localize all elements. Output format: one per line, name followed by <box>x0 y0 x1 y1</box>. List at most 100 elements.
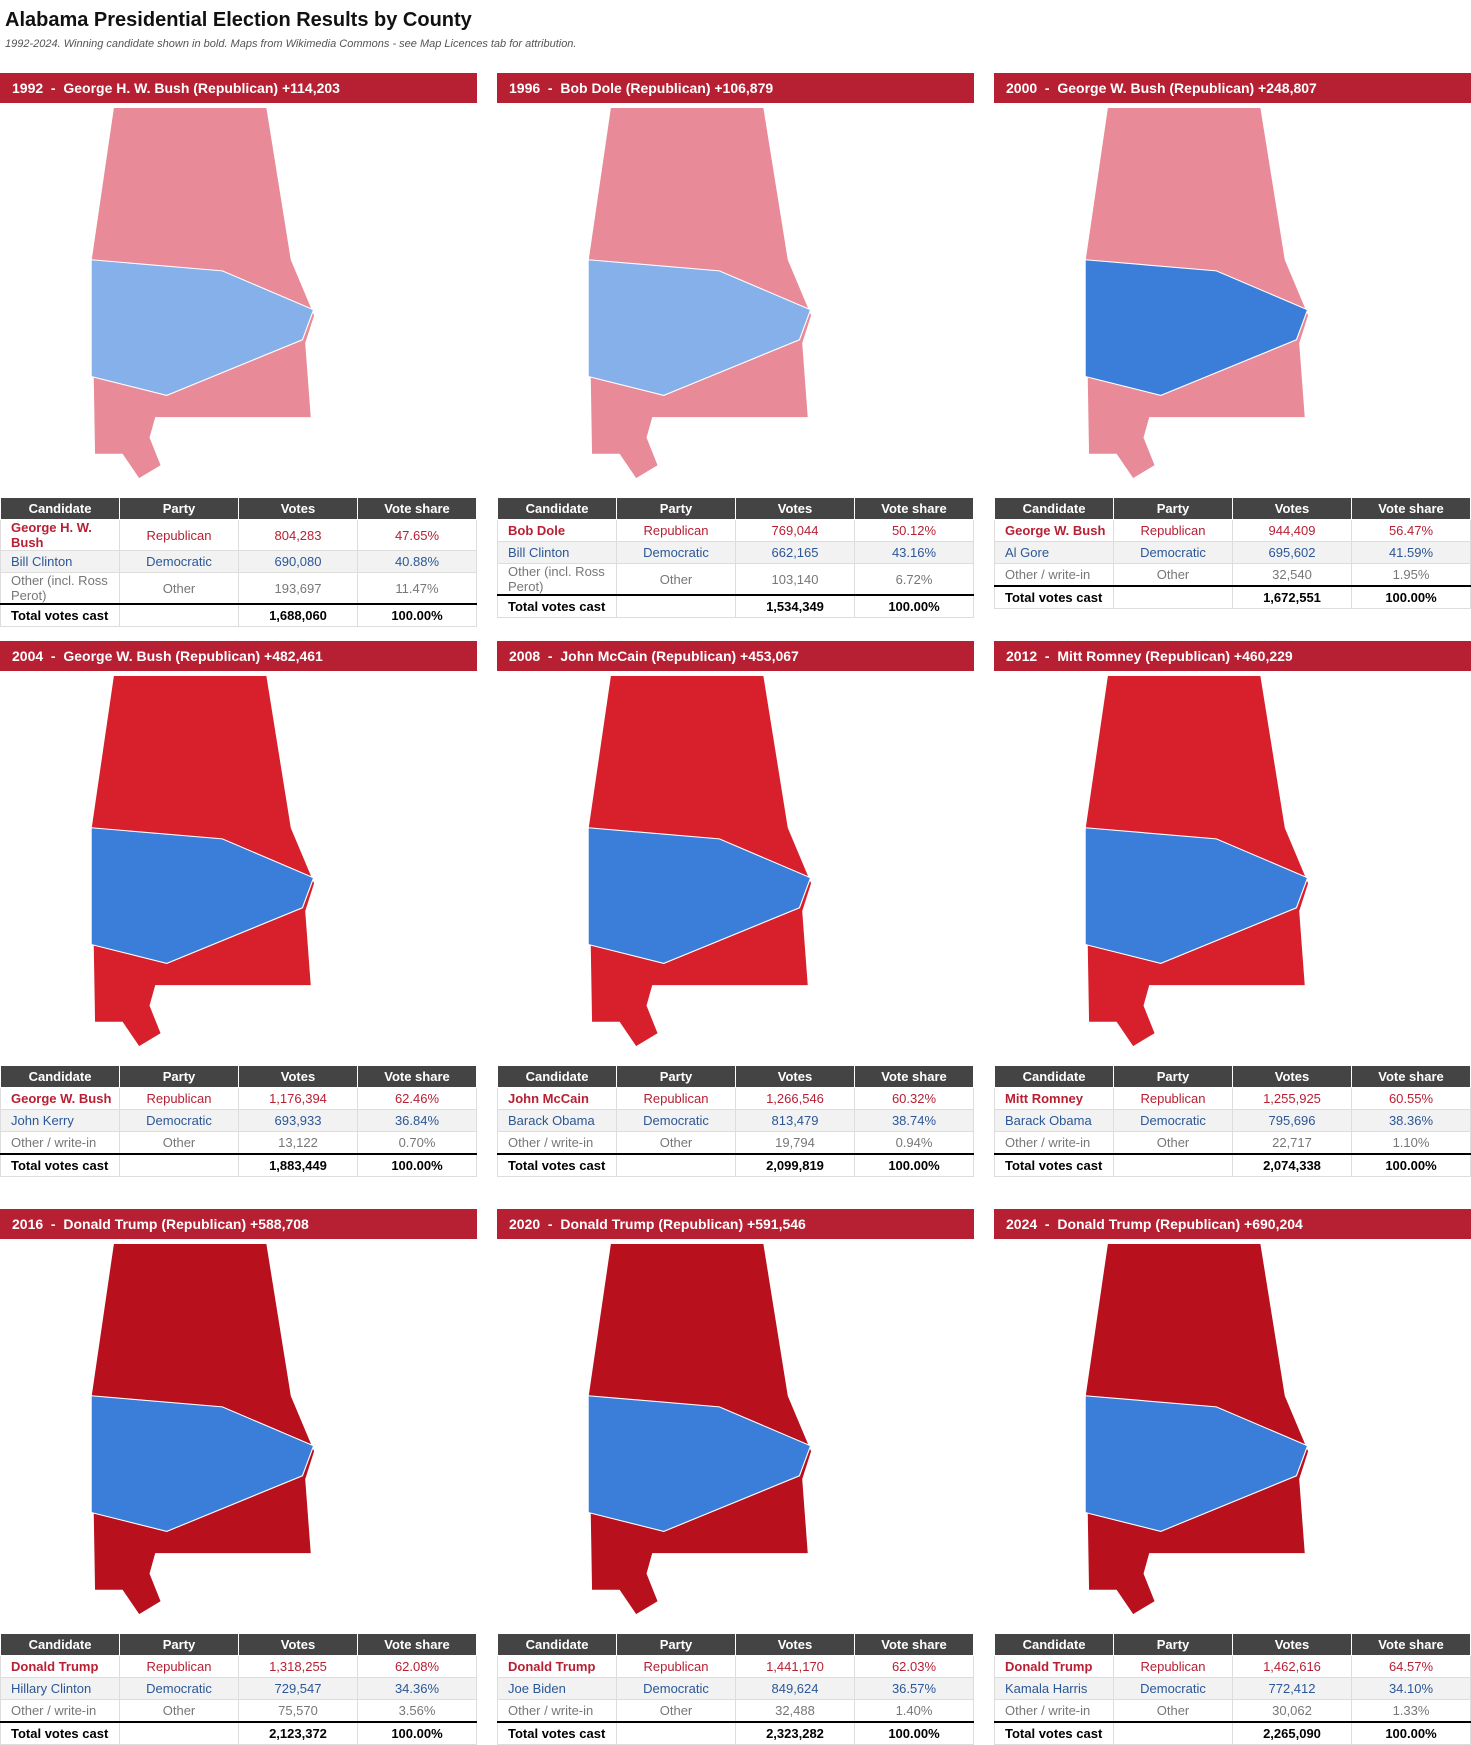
cell: Kamala Harris <box>994 1677 1114 1700</box>
cell: 43.16% <box>854 541 974 564</box>
column-header: Party <box>616 497 736 520</box>
cell: Total votes cast <box>994 1153 1114 1177</box>
column-header: Vote share <box>854 1065 974 1088</box>
candidate-row: Bill Clinton Democratic 662,165 43.16% <box>497 541 974 564</box>
column-header: Candidate <box>0 1065 120 1088</box>
cell: Other (incl. Ross Perot) <box>0 572 120 605</box>
blue-counties <box>90 259 315 396</box>
county-map <box>587 674 813 1048</box>
cell: 100.00% <box>854 1153 974 1177</box>
cell: 13,122 <box>238 1131 358 1155</box>
cell: Other / write-in <box>497 1131 617 1155</box>
column-header: Party <box>119 1633 239 1656</box>
cell: 1,462,616 <box>1232 1655 1352 1678</box>
cell: 100.00% <box>1351 1721 1471 1745</box>
cell: Other <box>119 1131 239 1155</box>
candidate-row: Joe Biden Democratic 849,624 36.57% <box>497 1677 974 1700</box>
column-header: Candidate <box>497 1065 617 1088</box>
county-map <box>587 1242 813 1616</box>
cell: 1,688,060 <box>238 603 358 627</box>
cell: 47.65% <box>357 519 477 551</box>
column-header: Candidate <box>0 497 120 520</box>
header-row: Candidate Party Votes Vote share <box>497 1065 974 1088</box>
cell: Total votes cast <box>0 1721 120 1745</box>
cell: Total votes cast <box>994 585 1114 609</box>
candidate-row: John Kerry Democratic 693,933 36.84% <box>0 1109 477 1132</box>
cell: 64.57% <box>1351 1655 1471 1678</box>
column-header: Votes <box>238 1633 358 1656</box>
total-row: Total votes cast 2,123,372 100.00% <box>0 1721 477 1745</box>
column-header: Party <box>119 1065 239 1088</box>
column-header: Votes <box>1232 1633 1352 1656</box>
election-panel: 1996 - Bob Dole (Republican) +106,879 Ca… <box>497 73 974 618</box>
column-header: Votes <box>238 497 358 520</box>
cell: George W. Bush <box>0 1087 120 1110</box>
cell: Democratic <box>616 541 736 564</box>
header-row: Candidate Party Votes Vote share <box>0 1633 477 1656</box>
column-header: Vote share <box>1351 497 1471 520</box>
total-row: Total votes cast 1,672,551 100.00% <box>994 585 1471 609</box>
cell: Other <box>119 1699 239 1723</box>
blue-counties <box>1084 259 1309 396</box>
cell: Other <box>1113 1699 1233 1723</box>
header-row: Candidate Party Votes Vote share <box>0 497 477 520</box>
cell: Bob Dole <box>497 519 617 542</box>
column-header: Votes <box>1232 497 1352 520</box>
results-table: Candidate Party Votes Vote share George W. B… <box>0 1065 477 1177</box>
column-header: Vote share <box>854 1633 974 1656</box>
cell: Democratic <box>1113 541 1233 564</box>
cell: 30,062 <box>1232 1699 1352 1723</box>
panel-heading: 2020 - Donald Trump (Republican) +591,54… <box>497 1209 974 1239</box>
cell: 100.00% <box>854 1721 974 1745</box>
cell: 2,323,282 <box>735 1721 855 1745</box>
column-header: Candidate <box>497 1633 617 1656</box>
county-map <box>90 106 316 480</box>
cell: 75,570 <box>238 1699 358 1723</box>
cell: 100.00% <box>357 1721 477 1745</box>
candidate-row: George W. Bush Republican 1,176,394 62.46% <box>0 1087 477 1110</box>
total-row: Total votes cast 2,265,090 100.00% <box>994 1721 1471 1745</box>
total-row: Total votes cast 2,099,819 100.00% <box>497 1153 974 1177</box>
column-header: Votes <box>735 1065 855 1088</box>
cell: 32,488 <box>735 1699 855 1723</box>
cell: 36.84% <box>357 1109 477 1132</box>
header-row: Candidate Party Votes Vote share <box>994 1065 1471 1088</box>
candidate-row: Donald Trump Republican 1,318,255 62.08% <box>0 1655 477 1678</box>
candidate-row: Mitt Romney Republican 1,255,925 60.55% <box>994 1087 1471 1110</box>
cell: Other <box>616 1699 736 1723</box>
cell: 1,672,551 <box>1232 585 1352 609</box>
cell <box>119 603 239 627</box>
column-header: Vote share <box>1351 1633 1471 1656</box>
cell: Other <box>1113 1131 1233 1155</box>
page-subtitle: 1992-2024. Winning candidate shown in bo… <box>5 38 577 50</box>
cell: George H. W. Bush <box>0 519 120 551</box>
cell: 100.00% <box>357 1153 477 1177</box>
blue-counties <box>587 827 812 964</box>
column-header: Party <box>1113 1633 1233 1656</box>
cell: 3.56% <box>357 1699 477 1723</box>
cell: 769,044 <box>735 519 855 542</box>
cell: 662,165 <box>735 541 855 564</box>
page-title: Alabama Presidential Election Results by… <box>5 9 472 31</box>
candidate-row: Bob Dole Republican 769,044 50.12% <box>497 519 974 542</box>
cell <box>119 1721 239 1745</box>
candidate-row: Barack Obama Democratic 795,696 38.36% <box>994 1109 1471 1132</box>
cell: 40.88% <box>357 550 477 573</box>
header-row: Candidate Party Votes Vote share <box>497 1633 974 1656</box>
cell: Total votes cast <box>0 1153 120 1177</box>
election-panel: 2020 - Donald Trump (Republican) +591,54… <box>497 1209 974 1745</box>
cell: Donald Trump <box>994 1655 1114 1678</box>
column-header: Candidate <box>497 497 617 520</box>
results-table: Candidate Party Votes Vote share George H. W… <box>0 497 477 627</box>
county-map <box>1084 106 1310 480</box>
cell: 193,697 <box>238 572 358 605</box>
candidate-row: Donald Trump Republican 1,462,616 64.57% <box>994 1655 1471 1678</box>
county-map <box>587 106 813 480</box>
cell: Joe Biden <box>497 1677 617 1700</box>
cell: Republican <box>119 1087 239 1110</box>
cell: Republican <box>616 1655 736 1678</box>
cell: Other <box>616 563 736 596</box>
election-panel: 2008 - John McCain (Republican) +453,067… <box>497 641 974 1177</box>
cell: Bill Clinton <box>497 541 617 564</box>
total-row: Total votes cast 1,883,449 100.00% <box>0 1153 477 1177</box>
